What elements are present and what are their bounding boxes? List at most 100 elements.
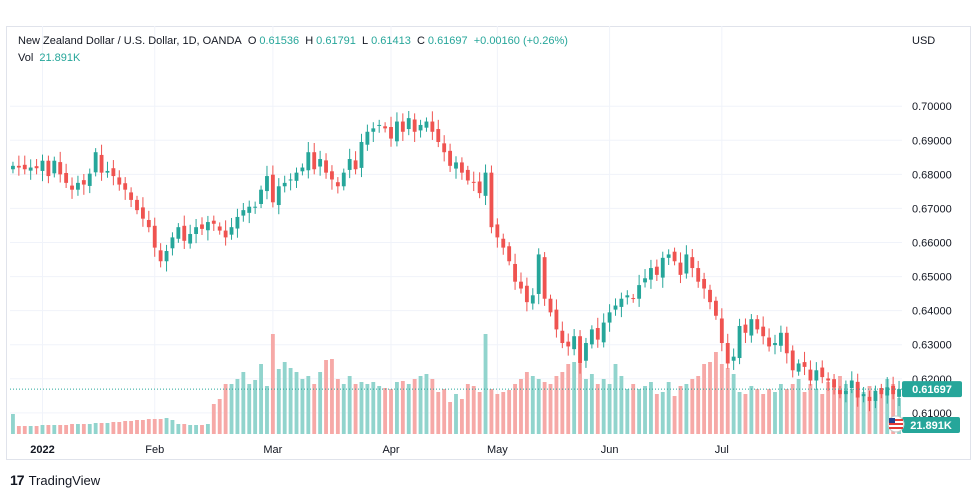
candle-body	[778, 332, 783, 346]
volume-bar	[660, 392, 665, 434]
candle-body	[229, 227, 234, 235]
close-value: 0.61697	[427, 35, 468, 47]
candle-body	[784, 332, 789, 354]
candle-body	[70, 185, 74, 190]
candle-body	[200, 224, 204, 229]
price-candles	[11, 110, 901, 412]
volume-bar	[442, 389, 447, 434]
volume-label[interactable]: Vol	[18, 52, 34, 64]
candle-body	[843, 390, 848, 395]
candle-body	[270, 174, 275, 203]
candle-body	[442, 143, 447, 153]
candle-body	[678, 262, 683, 275]
volume-bar	[465, 384, 470, 434]
candle-body	[129, 192, 134, 200]
symbol-title[interactable]: New Zealand Dollar / U.S. Dollar, 1D, OA…	[18, 35, 242, 47]
candle-body	[536, 254, 541, 294]
volume-bar	[330, 359, 334, 434]
volume-bar	[885, 379, 890, 434]
candle-body	[371, 128, 376, 132]
candle-body	[217, 226, 222, 231]
volume-bar	[477, 392, 482, 434]
volume-bar	[117, 422, 122, 434]
volume-bar	[548, 384, 553, 434]
volume-bar	[891, 384, 896, 434]
tradingview-brand[interactable]: 17 TradingView	[10, 472, 100, 488]
volume-bar	[253, 380, 258, 434]
price-tick-label: 0.61000	[912, 408, 952, 420]
time-axis[interactable]: 2022 Feb Mar Apr May Jun Jul	[30, 444, 729, 456]
candle-body	[16, 165, 21, 168]
candle-body	[501, 238, 506, 248]
low-value: 0.61413	[371, 35, 411, 47]
time-tick-label: 2022	[30, 444, 54, 456]
volume-bar	[111, 422, 116, 434]
candle-body	[654, 266, 659, 275]
candle-body	[400, 121, 405, 132]
volume-bar	[406, 384, 411, 434]
volume-bar	[294, 372, 299, 434]
volume-bar	[46, 425, 51, 434]
candle-body	[335, 182, 340, 187]
candle-body	[660, 257, 665, 278]
candle-body	[418, 124, 423, 131]
volume-bar	[335, 379, 340, 434]
volume-bar	[584, 379, 588, 434]
candle-body	[247, 206, 252, 213]
volume-bar	[400, 381, 405, 434]
candle-body	[324, 160, 328, 173]
candle-body	[826, 378, 831, 381]
volume-bar	[454, 394, 458, 434]
volume-bar	[270, 334, 275, 434]
volume-bar	[87, 424, 92, 434]
time-tick-label: Mar	[263, 444, 282, 456]
volume-bar	[34, 426, 39, 434]
volume-bar	[211, 404, 216, 434]
volume-bar	[93, 423, 98, 434]
candle-body	[34, 166, 39, 169]
candle-body	[22, 164, 27, 170]
volume-bar	[802, 392, 807, 434]
volume-bar	[507, 390, 512, 434]
volume-bar	[702, 364, 707, 434]
time-tick-label: Apr	[382, 444, 399, 456]
candle-body	[613, 305, 618, 310]
volume-value: 21.891K	[39, 52, 81, 64]
candle-body	[885, 387, 890, 396]
volume-bar	[861, 392, 866, 434]
candle-body	[578, 336, 582, 364]
volume-legend: Vol 21.891K	[18, 52, 83, 64]
volume-bar	[300, 379, 305, 434]
candle-body	[353, 160, 358, 170]
candle-body	[649, 268, 653, 280]
candle-body	[879, 388, 884, 395]
price-axis[interactable]: 0.610000.620000.630000.640000.650000.660…	[912, 101, 952, 420]
candle-body	[572, 336, 577, 350]
candle-body	[282, 182, 287, 187]
volume-bar	[241, 372, 246, 434]
candle-body	[471, 181, 476, 183]
candle-body	[205, 222, 210, 231]
tradingview-logo-icon: 17	[10, 472, 25, 488]
candle-body	[554, 309, 559, 330]
candle-body	[347, 159, 352, 170]
volume-bar	[99, 423, 104, 434]
candle-body	[619, 298, 624, 307]
candle-body	[530, 295, 535, 304]
volume-bar	[70, 424, 74, 434]
volume-bar	[430, 379, 435, 434]
candle-body	[412, 119, 417, 132]
volume-bar	[235, 379, 240, 434]
price-tick-label: 0.65000	[912, 272, 952, 284]
volume-bar	[52, 425, 57, 434]
volume-bar	[542, 382, 547, 434]
candle-body	[702, 278, 707, 289]
volume-bar	[838, 376, 842, 434]
volume-bar	[524, 372, 529, 434]
candle-body	[849, 380, 854, 388]
volume-bar	[448, 402, 453, 434]
time-tick-label: Feb	[145, 444, 164, 456]
volume-bar	[40, 425, 45, 434]
candle-body	[459, 162, 464, 173]
